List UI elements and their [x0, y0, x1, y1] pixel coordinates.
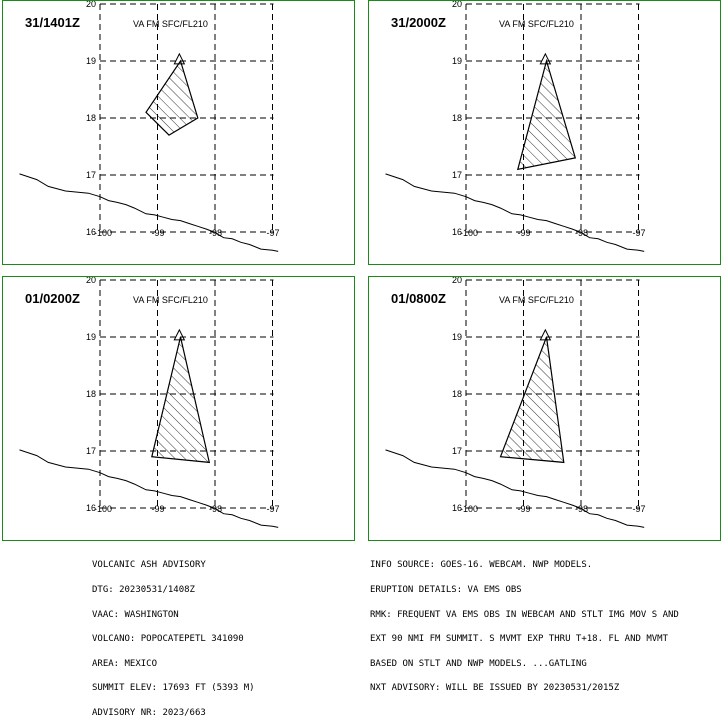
advisory-line: VOLCANO: POPOCATEPETL 341090	[92, 634, 244, 645]
panel-level: VA FM SFC/FL210	[499, 295, 574, 305]
longitude-label: -99	[518, 228, 531, 238]
latitude-label: 17	[452, 446, 462, 456]
info-line: RMK: FREQUENT VA EMS OBS IN WEBCAM AND S…	[370, 609, 679, 620]
longitude-label: -97	[267, 504, 280, 514]
volcano-icon	[173, 328, 186, 341]
advisory-line: DTG: 20230531/1408Z	[92, 585, 195, 595]
longitude-label: -97	[267, 228, 280, 238]
forecast-panel-4: 20 19 18 17 16 -100 -99 -98 -97 01/0800Z VA FM S…	[368, 276, 721, 541]
latitude-label: 19	[452, 332, 462, 342]
forecast-panel-1: 20 19 18 17 16 -100 -99 -98 -97 31/1401Z VA FM S…	[2, 0, 355, 265]
longitude-label: -97	[633, 504, 646, 514]
latitude-label: 16	[452, 227, 462, 237]
longitude-label: -100	[94, 228, 112, 238]
latitude-label: 18	[452, 389, 462, 399]
panel-level: VA FM SFC/FL210	[133, 19, 208, 29]
latitude-label: 17	[86, 170, 96, 180]
panel-time: 01/0800Z	[391, 291, 446, 306]
panel-level: VA FM SFC/FL210	[133, 295, 208, 305]
longitude-label: -100	[94, 504, 112, 514]
info-line: BASED ON STLT AND NWP MODELS. ...GATLING	[370, 658, 587, 669]
longitude-label: -100	[460, 504, 478, 514]
longitude-label: -99	[152, 504, 165, 514]
latitude-label: 16	[452, 503, 462, 513]
forecast-panel-2: 20 19 18 17 16 -100 -99 -98 -97 31/2000Z VA FM S…	[368, 0, 721, 265]
ash-cloud-polygon	[516, 58, 577, 171]
panel-time: 31/2000Z	[391, 15, 446, 30]
latitude-label: 16	[86, 503, 96, 513]
latitude-label: 16	[86, 227, 96, 237]
latitude-label: 20	[86, 277, 96, 285]
volcano-icon	[539, 328, 552, 341]
latitude-label: 17	[452, 170, 462, 180]
advisory-info: INFO SOURCE: GOES-16. WEBCAM. NWP MODELS…	[370, 545, 679, 701]
volcano-icon	[173, 52, 186, 65]
forecast-panel-3: 20 19 18 17 16 -100 -99 -98 -97 01/0200Z VA FM S…	[2, 276, 355, 541]
advisory-line: SUMMIT ELEV: 17693 FT (5393 M)	[92, 683, 255, 694]
longitude-label: -99	[152, 228, 165, 238]
info-line: EXT 90 NMI FM SUMMIT. S MVMT EXP THRU T+…	[370, 634, 669, 645]
latitude-label: 17	[86, 446, 96, 456]
latitude-label: 19	[452, 56, 462, 66]
ash-cloud-polygon	[145, 59, 199, 136]
volcano-icon	[539, 52, 552, 65]
info-line: NXT ADVISORY: WILL BE ISSUED BY 20230531…	[370, 683, 620, 694]
longitude-label: -99	[518, 504, 531, 514]
coastline	[385, 449, 645, 528]
latitude-label: 20	[86, 1, 96, 9]
coastline	[385, 173, 645, 252]
longitude-label: -100	[460, 228, 478, 238]
panel-time: 31/1401Z	[25, 15, 80, 30]
ash-cloud-polygon	[151, 336, 211, 464]
info-line: INFO SOURCE: GOES-16. WEBCAM. NWP MODELS…	[370, 560, 593, 571]
coastline	[19, 173, 279, 252]
coastline	[19, 449, 279, 528]
info-line: ERUPTION DETAILS: VA EMS OBS	[370, 585, 522, 595]
ash-cloud-polygon	[499, 336, 565, 464]
panel-time: 01/0200Z	[25, 291, 80, 306]
advisory-line: ADVISORY NR: 2023/663	[92, 707, 206, 718]
advisory-header: VOLCANIC ASH ADVISORY DTG: 20230531/1408…	[92, 545, 255, 725]
longitude-label: -97	[633, 228, 646, 238]
latitude-label: 18	[452, 113, 462, 123]
latitude-label: 19	[86, 332, 96, 342]
advisory-line: AREA: MEXICO	[92, 658, 158, 669]
latitude-label: 18	[86, 389, 96, 399]
latitude-label: 18	[86, 113, 96, 123]
latitude-label: 20	[452, 1, 462, 9]
latitude-label: 19	[86, 56, 96, 66]
panel-level: VA FM SFC/FL210	[499, 19, 574, 29]
advisory-line: VAAC: WASHINGTON	[92, 609, 179, 620]
latitude-label: 20	[452, 277, 462, 285]
advisory-line: VOLCANIC ASH ADVISORY	[92, 560, 206, 571]
